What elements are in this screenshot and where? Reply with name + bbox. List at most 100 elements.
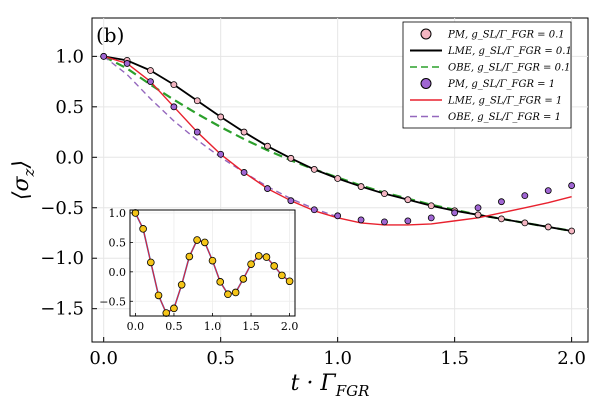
y-axis-label-sub: z (20, 168, 38, 177)
inset-tick-label-x-1: 0.5 (165, 320, 183, 333)
main-point-pm-g1-12 (381, 218, 388, 226)
legend-label-4: LME, g_SL/Γ_FGR = 1 (447, 96, 562, 107)
inset-point-pm-15 (247, 260, 255, 268)
main-point-pm-g1-5 (217, 150, 225, 158)
inset-point-pm-18 (270, 262, 278, 270)
inset-tick-label-x-0: 0.0 (127, 320, 145, 333)
inset-tick-label-x-4: 2.0 (281, 320, 299, 333)
legend-label-2: OBE, g_SL/Γ_FGR = 0.1 (448, 63, 571, 74)
main-point-pm-g01-4 (193, 97, 201, 105)
main-point-pm-g01-9 (310, 166, 318, 173)
panel-label: (b) (96, 23, 124, 47)
inset-tick-label-y-1: 0.5 (109, 236, 127, 249)
main-point-pm-g01-17 (498, 215, 505, 223)
y-axis-label: ⟨σz⟩ (9, 160, 38, 200)
main-point-pm-g1-3 (170, 103, 178, 111)
main-point-pm-g1-6 (240, 169, 248, 176)
main-point-pm-g1-7 (264, 185, 271, 192)
inset-point-pm-7 (185, 252, 194, 261)
y-axis-label-open: ⟨σ (9, 175, 34, 200)
main-plot: 0.0 0.5 1.0 1.5 2.01.00.50.0−0.5−1.0−1.5 (b)… (9, 17, 589, 400)
inset-point-pm-4 (162, 309, 171, 317)
main-point-pm-g01-2 (147, 67, 154, 74)
main-series-layer (100, 52, 576, 235)
main-tick-label-y-1: 0.5 (55, 97, 84, 118)
main-point-pm-g01-16 (474, 211, 482, 219)
main-point-pm-g1-10 (334, 212, 342, 220)
main-tick-label-y-0: 1.0 (55, 46, 84, 67)
main-tick-label-x-0: 0.0 (89, 348, 118, 369)
main-point-pm-g01-11 (357, 183, 365, 190)
inset-point-pm-16 (254, 252, 263, 260)
inset-point-pm-9 (200, 238, 209, 247)
x-axis-label-t: t · Γ (291, 371, 337, 396)
inset-point-pm-6 (177, 280, 186, 289)
main-point-pm-g1-0 (100, 52, 108, 60)
legend: PM, g_SL/Γ_FGR = 0.1 LME, g_SL/Γ_FGR = 0.… (402, 21, 572, 129)
inset-point-pm-3 (154, 291, 163, 300)
x-axis-label-sub: FGR (335, 382, 370, 400)
main-point-pm-g1-1 (123, 60, 131, 67)
legend-label-0: PM, g_SL/Γ_FGR = 0.1 (447, 30, 565, 41)
inset-point-pm-10 (208, 256, 217, 265)
main-point-pm-g01-14 (427, 202, 435, 210)
inset-point-pm-0 (131, 209, 140, 217)
main-point-pm-g1-16 (474, 204, 482, 212)
main-point-pm-g1-18 (521, 192, 529, 200)
inset-point-pm-19 (278, 271, 286, 280)
inset-point-pm-11 (216, 278, 225, 286)
y-axis-label-close: ⟩ (9, 160, 34, 170)
main-point-pm-g01-5 (217, 113, 225, 121)
main-tick-layer: 0.0 0.5 1.0 1.5 2.01.00.50.0−0.5−1.0−1.5 (40, 46, 586, 369)
inset-point-pm-5 (170, 304, 178, 313)
legend-label-5: OBE, g_SL/Γ_FGR = 1 (448, 112, 561, 123)
main-point-pm-g1-19 (544, 187, 552, 194)
main-plot-frame (91, 17, 589, 343)
main-point-pm-g1-17 (498, 198, 505, 206)
inset-point-pm-20 (285, 277, 294, 286)
legend-label-3: PM, g_SL/Γ_FGR = 1 (447, 79, 555, 90)
inset-point-pm-1 (139, 225, 147, 233)
main-point-pm-g1-13 (404, 217, 412, 225)
main-point-pm-g1-4 (193, 128, 201, 136)
main-tick-label-x-3: 1.5 (440, 348, 469, 369)
main-point-pm-g1-20 (568, 182, 576, 189)
main-point-pm-g1-14 (427, 214, 435, 222)
legend-box (402, 21, 572, 129)
inset-tick-label-x-2: 1.0 (204, 320, 222, 333)
main-tick-label-y-3: −0.5 (40, 198, 84, 219)
main-tick-label-x-2: 1.0 (323, 348, 352, 369)
inset-point-pm-8 (193, 236, 201, 244)
inset-tick-label-y-2: 0.0 (109, 266, 127, 279)
main-point-pm-g1-9 (310, 206, 318, 214)
main-point-pm-g1-8 (287, 197, 295, 205)
inset-tick-label-y-3: −0.5 (99, 295, 126, 308)
main-point-pm-g01-7 (264, 142, 271, 150)
main-point-pm-g01-12 (381, 190, 388, 198)
x-axis-label: t · ΓFGR (291, 371, 370, 400)
inset-point-pm-12 (224, 290, 232, 299)
legend-marker-3 (420, 78, 432, 89)
inset-point-pm-13 (231, 288, 240, 297)
inset-plot: 0.0 0.5 1.0 1.5 2.01.00.50.0−0.5 (99, 207, 298, 333)
inset-point-pm-17 (262, 253, 271, 261)
inset-point-pm-2 (147, 258, 155, 267)
main-tick-label-x-4: 2.0 (557, 348, 586, 369)
inset-point-pm-14 (239, 275, 248, 283)
main-point-pm-g1-15 (451, 209, 459, 217)
main-tick-label-y-5: −1.5 (40, 299, 84, 320)
main-tick-label-x-1: 0.5 (206, 348, 235, 369)
main-point-pm-g01-3 (170, 81, 178, 89)
main-point-pm-g1-2 (147, 78, 154, 85)
main-point-pm-g01-10 (334, 175, 342, 182)
main-point-pm-g01-18 (521, 219, 529, 227)
main-tick-label-y-4: −1.0 (40, 248, 84, 269)
main-point-pm-g01-13 (404, 196, 412, 204)
legend-marker-0 (420, 28, 432, 40)
inset-tick-layer: 0.0 0.5 1.0 1.5 2.01.00.50.0−0.5 (99, 207, 298, 333)
main-point-pm-g01-6 (240, 128, 248, 136)
main-point-pm-g1-11 (357, 216, 365, 224)
main-point-pm-g01-19 (544, 223, 552, 231)
main-point-pm-g01-20 (568, 227, 576, 235)
